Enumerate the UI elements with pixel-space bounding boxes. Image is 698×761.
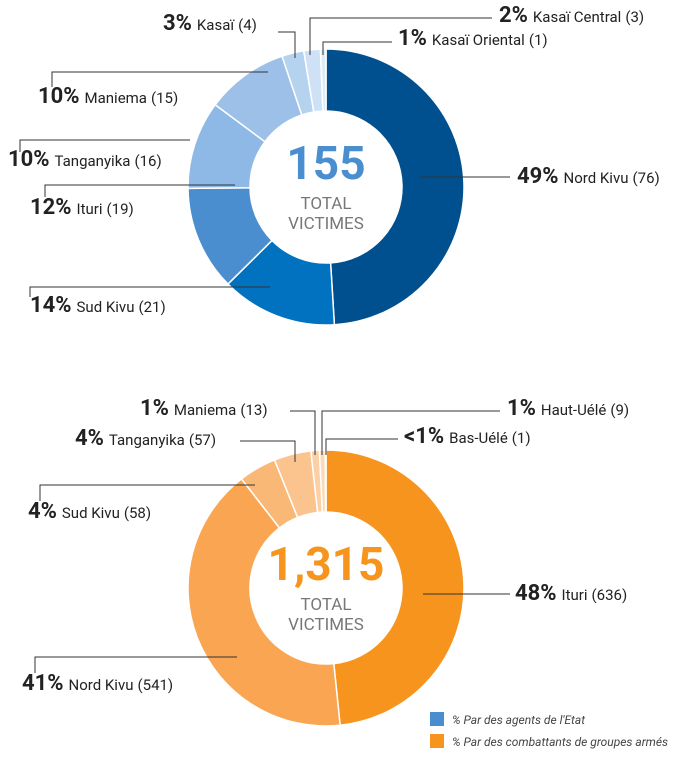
leader-line xyxy=(240,440,296,462)
donut-slice xyxy=(319,48,327,112)
percent-label: 14% xyxy=(30,293,72,318)
category-label: Kasaï Oriental xyxy=(432,31,525,49)
percent-label: 1% xyxy=(140,396,169,421)
leader-line xyxy=(44,184,235,197)
total-caption: VICTIMES xyxy=(288,615,364,635)
leader-line xyxy=(309,17,492,55)
percent-label: 12% xyxy=(30,195,72,220)
leader-line xyxy=(325,438,398,455)
leader-line xyxy=(278,31,296,58)
category-label: Maniema xyxy=(85,89,147,107)
value-label: (21) xyxy=(138,298,165,316)
percent-label: 10% xyxy=(8,147,50,172)
percent-label: 4% xyxy=(28,499,57,524)
donut-slice xyxy=(325,449,465,727)
legend-swatch xyxy=(430,712,444,726)
category-label: Tanganyika xyxy=(109,431,185,449)
slice-label: 4% Tanganyika (57) xyxy=(75,426,216,451)
leader-line xyxy=(322,41,392,55)
slice-label: 49% Nord Kivu (76) xyxy=(517,164,660,189)
category-label: Ituri xyxy=(562,586,588,604)
slice-label: 2% Kasaï Central (3) xyxy=(499,3,644,28)
value-label: (9) xyxy=(610,401,629,419)
slice-label: 12% Ituri (19) xyxy=(30,195,134,220)
leader-line xyxy=(51,71,268,87)
percent-label: 41% xyxy=(22,671,64,696)
value-label: (1) xyxy=(512,429,531,447)
donut-slice xyxy=(187,477,341,727)
value-label: (636) xyxy=(592,586,628,604)
slice-label: 4% Sud Kivu (58) xyxy=(28,499,151,524)
slice-label: 1% Kasaï Oriental (1) xyxy=(398,26,548,51)
slice-label: 1% Haut-Uélé (9) xyxy=(507,396,629,421)
category-label: Sud Kivu xyxy=(77,298,135,316)
value-label: (16) xyxy=(134,152,161,170)
percent-label: 2% xyxy=(499,3,528,28)
donut-slice xyxy=(324,449,327,513)
value-label: (1) xyxy=(529,31,548,49)
value-label: (76) xyxy=(633,169,660,187)
leader-line xyxy=(29,286,270,297)
slice-label: 48% Ituri (636) xyxy=(515,581,627,606)
value-label: (57) xyxy=(189,431,216,449)
value-label: (19) xyxy=(107,200,134,218)
value-label: (541) xyxy=(138,676,174,694)
value-label: (13) xyxy=(240,401,267,419)
slice-label: 1% Maniema (13) xyxy=(140,396,268,421)
legend-label: % Par des combattants de groupes armés xyxy=(452,735,668,749)
total-value: 1,315 xyxy=(268,538,385,592)
percent-label: 1% xyxy=(398,26,427,51)
leader-line xyxy=(19,139,190,152)
slice-label: 14% Sud Kivu (21) xyxy=(30,293,166,318)
slice-label: 10% Maniema (15) xyxy=(38,84,178,109)
legend-swatch xyxy=(430,734,444,748)
percent-label: 48% xyxy=(515,581,557,606)
value-label: (4) xyxy=(238,16,257,34)
slice-label: <1% Bas-Uélé (1) xyxy=(404,424,531,449)
total-caption: TOTAL xyxy=(300,194,351,214)
legend-label: % Par des agents de l'Etat xyxy=(452,713,585,727)
category-label: Maniema xyxy=(174,401,236,419)
category-label: Tanganyika xyxy=(55,152,131,170)
leader-line xyxy=(321,410,500,455)
slice-label: 41% Nord Kivu (541) xyxy=(22,671,173,696)
total-caption: VICTIMES xyxy=(288,214,364,234)
category-label: Kasaï Central xyxy=(533,8,621,26)
percent-label: <1% xyxy=(404,424,444,449)
category-label: Ituri xyxy=(77,200,103,218)
leader-line xyxy=(39,484,255,501)
value-label: (3) xyxy=(625,8,644,26)
category-label: Bas-Uélé xyxy=(449,429,508,447)
value-label: (15) xyxy=(151,89,178,107)
donut-slice xyxy=(325,48,465,326)
category-label: Sud Kivu xyxy=(62,504,120,522)
category-label: Kasaï xyxy=(197,16,235,34)
total-value: 155 xyxy=(286,137,365,191)
slice-label: 10% Tanganyika (16) xyxy=(8,147,162,172)
percent-label: 1% xyxy=(507,396,536,421)
leader-line xyxy=(290,410,316,455)
percent-label: 49% xyxy=(517,164,559,189)
category-label: Haut-Uélé xyxy=(541,401,607,419)
slice-label: 3% Kasaï (4) xyxy=(163,11,257,36)
percent-label: 10% xyxy=(38,84,80,109)
percent-label: 4% xyxy=(75,426,104,451)
value-label: (58) xyxy=(124,504,151,522)
category-label: Nord Kivu xyxy=(564,169,629,187)
total-caption: TOTAL xyxy=(300,595,351,615)
leader-line xyxy=(34,656,237,673)
category-label: Nord Kivu xyxy=(69,676,134,694)
percent-label: 3% xyxy=(163,11,192,36)
